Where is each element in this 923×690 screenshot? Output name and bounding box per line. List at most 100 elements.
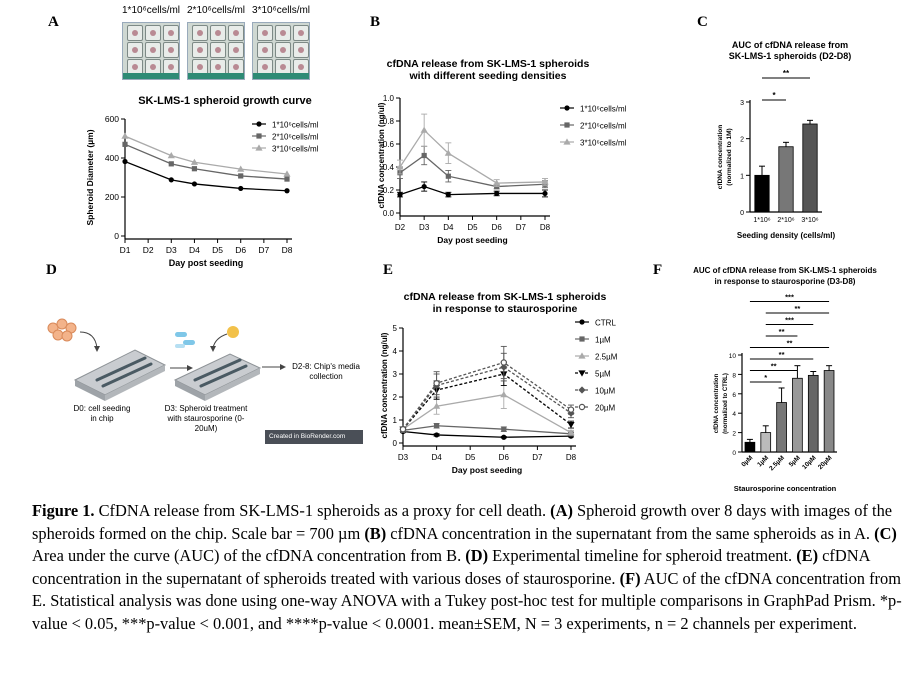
y-tick-label: 0.2: [383, 186, 395, 195]
legend-label: 2.5µM: [595, 353, 618, 362]
x-tick-label: 2.5µM: [768, 454, 786, 472]
data-point: [501, 434, 507, 440]
data-point: [434, 432, 440, 438]
chart-title: AUC of cfDNA release from: [732, 40, 848, 50]
y-tick-label: 0: [393, 439, 398, 448]
significance-label: **: [779, 350, 785, 359]
timeline-step-3: D2-8: Chip's media collection: [292, 362, 360, 381]
data-point: [237, 165, 245, 172]
chip-base: [188, 73, 244, 79]
caption-ref-e: (E): [796, 546, 819, 565]
chart-title: in response to staurosporine: [433, 303, 578, 315]
y-tick-label: 2: [740, 137, 744, 144]
x-tick-label: D2: [395, 223, 406, 232]
panel-letter-a: A: [48, 14, 59, 30]
x-tick-label: 2*10⁶: [777, 217, 794, 224]
chip-well: [163, 25, 179, 41]
y-tick-label: 1: [740, 173, 744, 180]
chart-f: AUC of cfDNA release from SK-LMS-1 spher…: [693, 266, 877, 493]
bar: [823, 370, 835, 453]
caption-text-4: Area under the curve (AUC) of the cfDNA …: [32, 546, 466, 565]
figure-caption: Figure 1. CfDNA release from SK-LMS-1 sp…: [32, 500, 907, 635]
chip-base: [253, 73, 309, 79]
data-point: [399, 425, 407, 433]
data-point: [420, 126, 428, 133]
y-tick-label: 0: [732, 450, 736, 457]
x-tick-label: 1*10⁶: [753, 217, 770, 224]
x-tick-label: 20µM: [817, 454, 834, 471]
significance-label: **: [779, 327, 785, 336]
series-line: [402, 366, 572, 430]
x-tick-label: 3*10⁶: [801, 217, 818, 224]
timeline-arrow-3: [262, 364, 286, 370]
y-tick-label: 1.0: [383, 94, 395, 103]
chip-well: [210, 42, 226, 58]
series-line: [124, 143, 288, 180]
significance-label: **: [794, 304, 800, 313]
chip-base: [123, 73, 179, 79]
x-tick-label: D8: [566, 453, 577, 462]
chip-well: [228, 42, 244, 58]
caption-text-1: CfDNA release from SK-LMS-1 spheroids as…: [94, 501, 551, 520]
bar: [776, 402, 787, 453]
series-5: 20µM: [399, 345, 616, 433]
x-tick-label: 5µM: [788, 454, 802, 468]
bar: [778, 146, 794, 213]
series-line: [402, 430, 572, 438]
x-tick-label: D4: [189, 245, 200, 255]
data-point: [168, 177, 174, 183]
data-point: [167, 152, 175, 159]
y-tick-label: 2: [393, 393, 398, 402]
series-line: [402, 425, 572, 435]
chart-title: SK-LMS-1 spheroids (D2-D8): [729, 51, 852, 61]
data-point: [433, 402, 441, 409]
data-point: [396, 163, 404, 170]
y-axis-label: (normalized to CTRL): [723, 373, 729, 434]
significance-label: **: [787, 339, 793, 348]
significance-label: **: [783, 69, 790, 78]
biorender-credit: Created in BioRender.com: [265, 430, 363, 444]
chip-well: [228, 25, 244, 41]
data-point: [541, 178, 549, 185]
image-label-1: 1*10⁶cells/ml: [122, 5, 181, 16]
x-tick-label: D6: [235, 245, 246, 255]
series-0: 1*10⁶cells/ml: [122, 121, 319, 194]
series-line: [402, 361, 572, 430]
data-point: [397, 192, 403, 198]
y-tick-label: 0: [740, 210, 744, 217]
data-point: [494, 190, 500, 197]
legend-marker: [578, 352, 586, 359]
chip-well: [192, 59, 208, 75]
legend-marker: [578, 370, 586, 377]
legend-marker: [564, 105, 570, 111]
timeline-step-1: D0: cell seeding in chip: [73, 404, 131, 423]
data-point: [421, 152, 427, 159]
panel-letter-d: D: [46, 262, 57, 278]
y-tick-label: 2: [732, 431, 736, 438]
legend-label: 1*10⁶cells/ml: [580, 105, 627, 114]
legend-label: 3*10⁶cells/ml: [272, 145, 319, 154]
caption-text-5: Experimental timeline for spheroid treat…: [488, 546, 797, 565]
image-label-2: 2*10⁶cells/ml: [187, 5, 246, 16]
x-tick-label: D7: [516, 223, 527, 232]
legend-label: CTRL: [595, 319, 616, 328]
y-tick-label: 0: [114, 231, 119, 241]
caption-figure-label: Figure 1.: [32, 501, 95, 520]
data-point: [284, 188, 290, 194]
x-tick-label: D3: [419, 223, 430, 232]
legend-label: 5µM: [595, 370, 611, 379]
chart-title: with different seeding densities: [409, 70, 567, 82]
data-point: [542, 190, 548, 197]
x-tick-label: D7: [258, 245, 269, 255]
series-2: 3*10⁶cells/ml: [396, 113, 627, 188]
y-tick-label: 0.6: [383, 140, 395, 149]
significance-label: ***: [785, 316, 794, 325]
y-tick-label: 0.4: [383, 163, 395, 172]
y-tick-label: 400: [105, 153, 119, 163]
arrowhead-icon-3: [210, 346, 216, 352]
chip-well: [210, 25, 226, 41]
legend-marker: [256, 133, 262, 139]
legend-label: 1µM: [595, 336, 611, 345]
legend-label: 1*10⁶cells/ml: [272, 121, 319, 130]
data-point: [168, 161, 174, 167]
